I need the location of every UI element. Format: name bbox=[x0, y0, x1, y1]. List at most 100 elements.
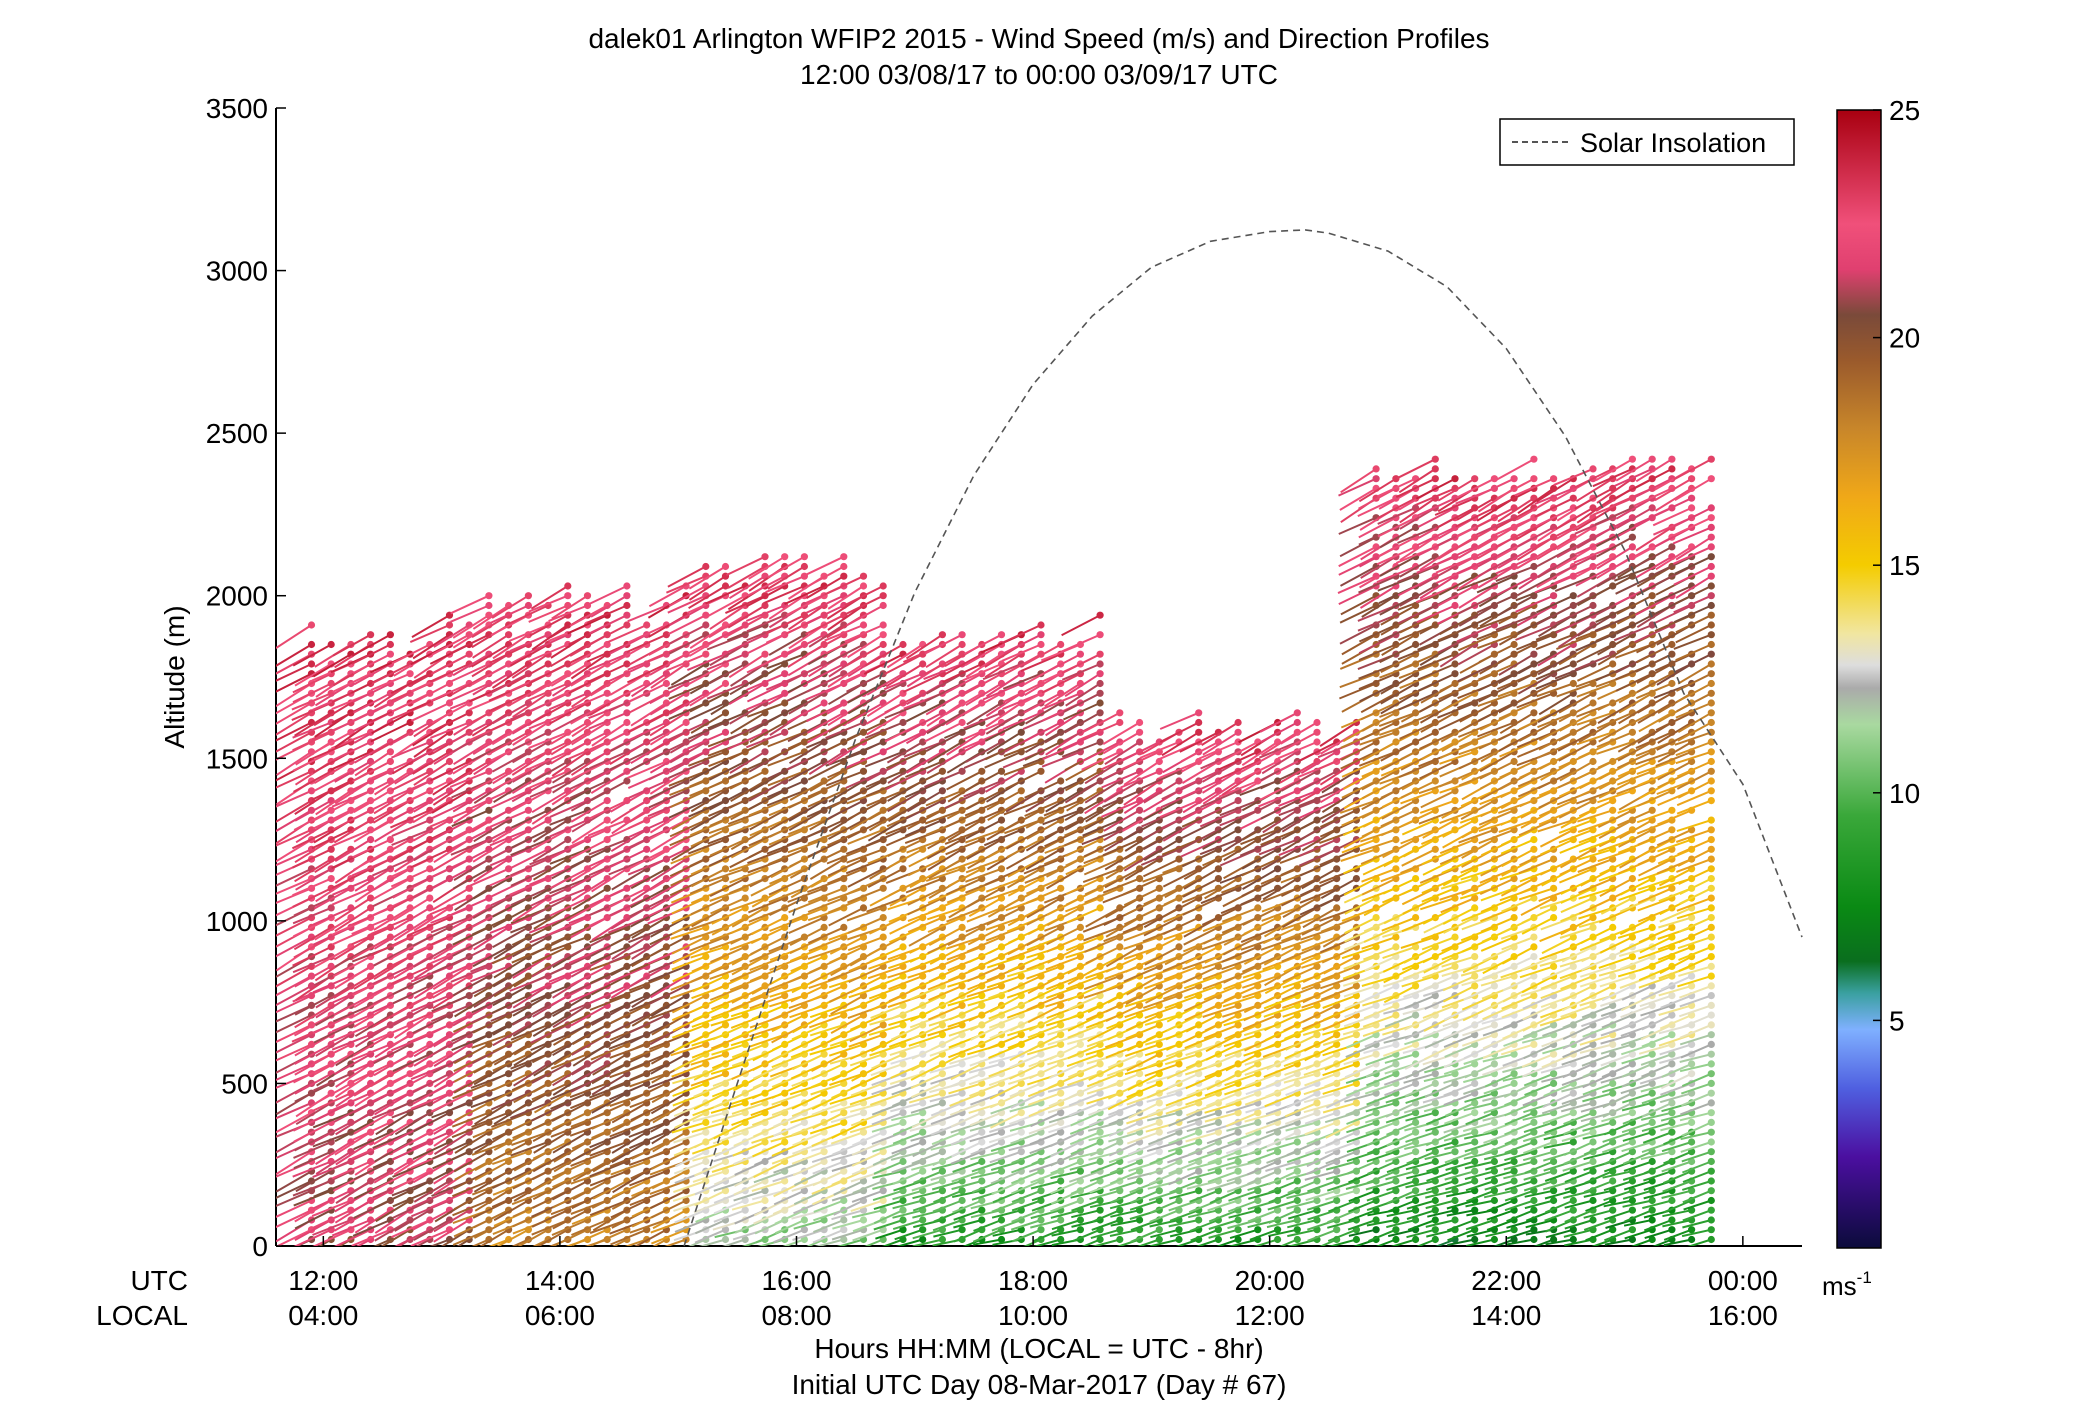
wind-barb bbox=[1343, 875, 1380, 896]
wind-barb bbox=[1061, 611, 1104, 637]
wind-barb bbox=[1676, 797, 1715, 815]
wind-barb bbox=[771, 1011, 809, 1033]
y-tick-label: 2500 bbox=[206, 418, 268, 449]
x-tick-label-local: 06:00 bbox=[525, 1300, 595, 1331]
wind-barb bbox=[1597, 806, 1636, 828]
colorbar-gradient bbox=[1836, 109, 1882, 1249]
wind-barb bbox=[334, 836, 375, 863]
wind-barb bbox=[910, 1050, 947, 1072]
wind-barb bbox=[1478, 728, 1518, 750]
wind-barb bbox=[888, 845, 927, 868]
footer-label: Initial UTC Day 08-Mar-2017 (Day # 67) bbox=[792, 1369, 1287, 1400]
x-tick-label-utc: 18:00 bbox=[998, 1265, 1068, 1296]
wind-barb bbox=[1482, 953, 1518, 975]
wind-barb bbox=[730, 923, 769, 945]
wind-barb bbox=[332, 631, 375, 657]
wind-barb bbox=[1677, 845, 1715, 867]
wind-barb bbox=[1496, 455, 1538, 481]
wind-barb bbox=[1381, 787, 1420, 808]
wind-barb bbox=[1442, 904, 1479, 925]
chart-title: dalek01 Arlington WFIP2 2015 - Wind Spee… bbox=[588, 23, 1489, 54]
wind-barb bbox=[276, 640, 316, 667]
y-tick-label: 1500 bbox=[206, 743, 268, 774]
wind-barb bbox=[630, 1099, 671, 1122]
wind-barb bbox=[1382, 884, 1420, 904]
wind-barb bbox=[1675, 621, 1715, 644]
y-tick-label: 3500 bbox=[206, 93, 268, 124]
x-tick-label-local: 04:00 bbox=[288, 1300, 358, 1331]
wind-barb bbox=[276, 845, 316, 867]
wind-barb bbox=[690, 894, 730, 916]
colorbar-unit: ms-1 bbox=[1822, 1268, 1872, 1301]
wind-barb bbox=[1657, 787, 1696, 807]
wind-barb bbox=[1541, 933, 1577, 955]
wind-barb bbox=[1675, 611, 1715, 634]
x-tick-label-utc: 12:00 bbox=[288, 1265, 358, 1296]
wind-barb bbox=[1323, 953, 1360, 975]
wind-barb bbox=[1185, 1011, 1222, 1033]
wind-barb bbox=[1279, 1235, 1301, 1246]
x-tick-label-utc: 16:00 bbox=[761, 1265, 831, 1296]
wind-barbs-layer bbox=[276, 455, 1715, 1246]
wind-barb bbox=[1673, 455, 1715, 481]
local-row-label: LOCAL bbox=[96, 1300, 188, 1331]
wind-barb bbox=[1024, 777, 1065, 799]
wind-barb bbox=[1480, 855, 1518, 877]
wind-barb bbox=[1480, 836, 1518, 857]
x-tick-label-local: 16:00 bbox=[1708, 1300, 1778, 1331]
wind-barb bbox=[709, 836, 749, 857]
wind-barb bbox=[292, 904, 335, 925]
wind-barb bbox=[1637, 904, 1676, 923]
wind-barb bbox=[591, 1109, 631, 1130]
wind-barb bbox=[334, 904, 375, 933]
colorbar-tick-label: 10 bbox=[1889, 778, 1920, 809]
wind-barb bbox=[1123, 904, 1163, 926]
wind-barb bbox=[1521, 914, 1558, 935]
wind-barb bbox=[850, 972, 887, 994]
colorbar-tick-label: 25 bbox=[1889, 95, 1920, 126]
chart-subtitle: 12:00 03/08/17 to 00:00 03/09/17 UTC bbox=[800, 59, 1278, 90]
wind-barb bbox=[1105, 1001, 1144, 1023]
colorbar-unit-base: ms bbox=[1822, 1271, 1857, 1301]
wind-barb bbox=[1061, 631, 1104, 653]
wind-barb bbox=[1419, 757, 1459, 780]
wind-barb bbox=[1380, 816, 1420, 837]
wind-barb bbox=[450, 601, 493, 623]
wind-barb bbox=[631, 1138, 671, 1160]
wind-barb bbox=[528, 592, 572, 613]
wind-barb bbox=[473, 1206, 513, 1229]
wind-barb bbox=[1162, 914, 1203, 936]
x-tick-label-local: 08:00 bbox=[761, 1300, 831, 1331]
utc-row-label: UTC bbox=[130, 1265, 188, 1296]
wind-barb bbox=[1184, 943, 1222, 965]
wind-barb bbox=[531, 1109, 572, 1131]
wind-barb bbox=[664, 1235, 690, 1246]
wind-barb bbox=[1143, 884, 1183, 906]
wind-barb bbox=[276, 787, 316, 808]
wind-barb bbox=[722, 1235, 749, 1246]
wind-barb bbox=[1399, 728, 1439, 751]
x-tick-label-local: 10:00 bbox=[998, 1300, 1068, 1331]
y-axis-label: Altitude (m) bbox=[159, 605, 190, 748]
wind-barb bbox=[1362, 806, 1400, 828]
wind-barb bbox=[1145, 933, 1183, 955]
x-tick-label-utc: 22:00 bbox=[1471, 1265, 1541, 1296]
wind-barb bbox=[628, 777, 671, 799]
wind-barb bbox=[1159, 709, 1203, 730]
wind-barb bbox=[752, 1050, 789, 1072]
wind-barb bbox=[276, 1011, 316, 1034]
wind-barb bbox=[1005, 767, 1045, 790]
x-tick-label-utc: 00:00 bbox=[1708, 1265, 1778, 1296]
wind-barb bbox=[492, 1070, 533, 1092]
y-tick-label: 1000 bbox=[206, 906, 268, 937]
wind-barb bbox=[1123, 884, 1163, 907]
y-tick-label: 0 bbox=[252, 1231, 268, 1262]
x-axis-ticks: 12:0004:0014:0006:0016:0008:0018:0010:00… bbox=[288, 1236, 1778, 1331]
wind-barb bbox=[1202, 845, 1242, 867]
wind-barb bbox=[713, 1118, 749, 1140]
wind-barb bbox=[1046, 923, 1084, 946]
wind-barb bbox=[334, 894, 375, 923]
